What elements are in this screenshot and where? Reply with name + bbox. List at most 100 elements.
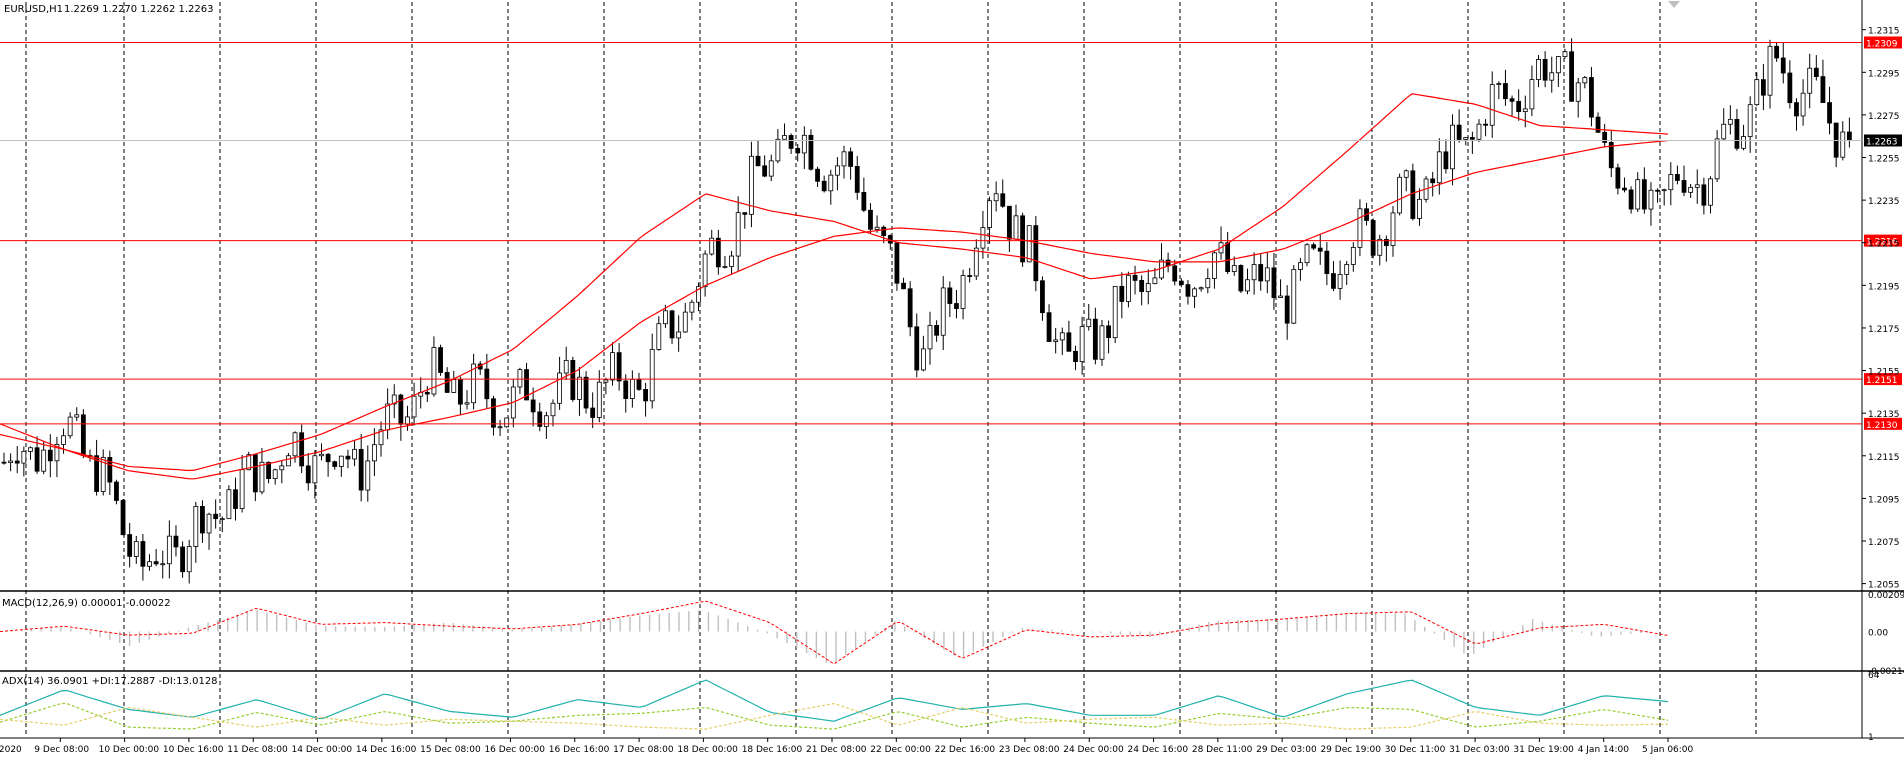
candle-body xyxy=(1529,79,1535,110)
level-price-tag xyxy=(1864,373,1902,386)
horizontal-levels-layer[interactable]: 1.2309 1.2216 1.2151 1.2130 1.2263 xyxy=(0,36,1902,431)
candle-body xyxy=(484,368,490,400)
candle-body xyxy=(365,460,371,491)
candle-body xyxy=(391,394,397,405)
candle-body xyxy=(1635,179,1641,210)
candle-body xyxy=(795,147,801,154)
candle-body xyxy=(358,448,364,491)
candle-body xyxy=(299,432,305,467)
candle-body xyxy=(180,546,185,573)
candle-body xyxy=(1489,84,1495,126)
time-tick-label: 23 Dec 08:00 xyxy=(999,745,1060,755)
chart-shift-marker[interactable] xyxy=(1668,1,1680,8)
candle-body xyxy=(1331,273,1336,289)
candle-body xyxy=(1430,178,1436,184)
candle-body xyxy=(1231,265,1237,273)
candle-body xyxy=(1602,131,1608,143)
candle-body xyxy=(1701,184,1707,206)
time-tick-label: 24 Dec 00:00 xyxy=(1063,745,1124,755)
candle-body xyxy=(219,518,225,521)
candle-body xyxy=(1298,262,1303,270)
candle-body xyxy=(696,286,701,303)
candle-body xyxy=(715,237,721,268)
candle-body xyxy=(702,253,708,288)
candle-body xyxy=(1807,67,1813,94)
candle-body xyxy=(841,151,847,167)
candle-body xyxy=(1099,325,1105,360)
candle-body xyxy=(940,287,946,336)
candle-body xyxy=(1278,295,1283,298)
candle-body xyxy=(1463,137,1469,140)
candle-body xyxy=(1483,123,1488,126)
candle-body xyxy=(775,138,781,162)
candle-body xyxy=(570,360,576,400)
candle-body xyxy=(616,352,622,382)
candle-body xyxy=(537,411,543,427)
candle-body xyxy=(1086,318,1092,328)
candle-body xyxy=(1225,242,1231,273)
current-price-label: 1.2263 xyxy=(1866,137,1898,147)
candle-body xyxy=(1344,264,1350,275)
candle-body xyxy=(550,402,556,417)
candle-body xyxy=(1661,189,1667,192)
candle-body xyxy=(603,379,609,383)
candle-body xyxy=(629,378,635,399)
price-tick-label: 1.2275 xyxy=(1868,112,1900,122)
candle-body xyxy=(881,226,887,236)
candle-body xyxy=(451,379,457,393)
candle-body xyxy=(1641,179,1647,210)
candle-body xyxy=(854,165,860,193)
candle-body xyxy=(1589,77,1594,118)
candle-body xyxy=(424,391,430,395)
candle-body xyxy=(100,457,106,492)
candle-body xyxy=(1846,131,1852,141)
candle-body xyxy=(868,209,873,230)
candle-body xyxy=(173,535,179,548)
price-tick-label: 1.2255 xyxy=(1868,155,1900,165)
candle-body xyxy=(1628,189,1634,210)
candle-body xyxy=(54,443,60,462)
price-tick-label: 1.2315 xyxy=(1868,27,1900,37)
candle-body xyxy=(742,212,748,215)
time-tick-label: 10 Dec 16:00 xyxy=(163,745,224,755)
price-tick-label: 1.2215 xyxy=(1868,240,1900,250)
price-tick-label: 1.2135 xyxy=(1868,410,1900,420)
candle-body xyxy=(80,414,86,456)
candle-body xyxy=(147,561,152,567)
candle-body xyxy=(960,275,966,309)
candle-body xyxy=(1562,51,1568,57)
price-tick-label: 1.2235 xyxy=(1868,197,1900,207)
candle-body xyxy=(1694,184,1700,188)
symbol-label: EURUSD,H1 xyxy=(4,4,63,15)
candle-body xyxy=(1132,274,1138,281)
candle-body xyxy=(186,546,192,573)
candle-body xyxy=(279,465,285,471)
candle-body xyxy=(1688,186,1694,193)
candle-body xyxy=(1503,83,1508,100)
candle-body xyxy=(1291,269,1297,324)
candle-body xyxy=(1040,280,1045,314)
candle-body xyxy=(160,563,166,566)
candle-body xyxy=(954,303,959,309)
candle-body xyxy=(801,134,807,154)
candle-body xyxy=(34,447,40,472)
candle-body xyxy=(782,135,787,140)
candle-body xyxy=(1668,174,1674,191)
candle-body xyxy=(1516,100,1522,112)
candle-body xyxy=(107,457,113,483)
level-price-label: 1.2130 xyxy=(1866,421,1898,431)
candle-body xyxy=(768,160,774,177)
candle-body xyxy=(1264,267,1270,282)
candle-body xyxy=(947,287,953,304)
candle-body xyxy=(656,323,662,350)
candle-body xyxy=(120,500,126,535)
candle-body xyxy=(246,454,252,471)
time-tick-label: 14 Dec 16:00 xyxy=(356,745,417,755)
candle-body xyxy=(497,426,503,429)
candle-body xyxy=(1456,124,1462,140)
moving-averages-layer xyxy=(0,93,1669,480)
candle-body xyxy=(835,165,840,176)
candle-body xyxy=(1555,56,1561,74)
